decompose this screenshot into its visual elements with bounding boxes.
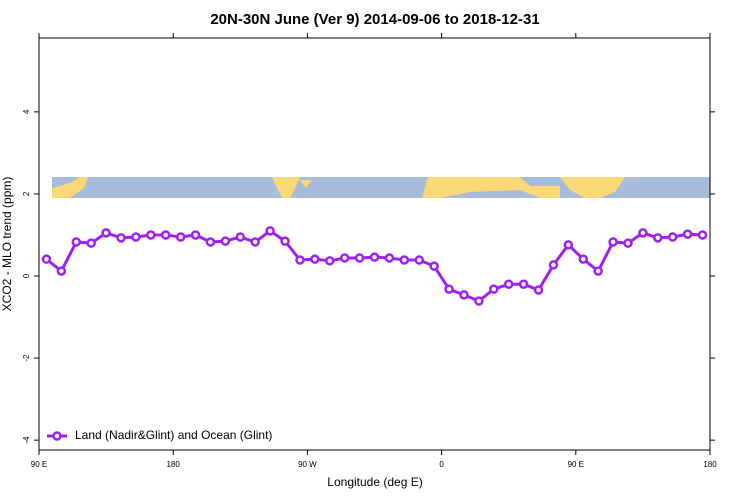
data-point <box>459 290 469 300</box>
data-point <box>578 254 589 264</box>
data-point <box>101 228 111 238</box>
data-point <box>116 233 126 243</box>
y-tick-label: -2 <box>22 354 31 362</box>
data-point <box>608 237 618 247</box>
data-point <box>205 237 216 247</box>
data-point <box>190 230 201 240</box>
data-point <box>533 285 544 295</box>
data-point <box>489 284 499 294</box>
data-point <box>474 296 484 306</box>
data-point <box>623 238 633 248</box>
legend-marker <box>52 431 62 441</box>
data-point <box>563 240 574 250</box>
data-point <box>638 228 648 238</box>
x-tick-label: 180 <box>703 460 717 469</box>
data-point <box>653 233 663 243</box>
data-point <box>518 279 529 289</box>
data-point <box>220 236 231 246</box>
data-point <box>160 230 171 240</box>
world-map-strip <box>52 177 710 198</box>
x-tick-label: 90 E <box>31 460 47 469</box>
data-point <box>548 260 559 270</box>
data-point <box>131 232 141 242</box>
data-point <box>384 253 395 263</box>
x-tick-label: 90 W <box>298 460 317 469</box>
data-point <box>369 252 380 262</box>
data-point <box>593 266 603 276</box>
data-point <box>175 232 186 242</box>
data-point <box>310 254 320 264</box>
data-point <box>414 255 424 265</box>
data-point <box>503 279 514 289</box>
data-point <box>71 237 82 247</box>
x-tick-label: 90 E <box>568 460 584 469</box>
data-point <box>339 253 350 263</box>
data-point <box>325 256 335 266</box>
data-point <box>697 230 708 240</box>
legend-label: Land (Nadir&Glint) and Ocean (Glint) <box>75 428 272 442</box>
data-point <box>250 237 260 247</box>
x-tick-label: 180 <box>167 460 181 469</box>
y-tick-label: 4 <box>22 109 31 114</box>
plot-frame <box>38 37 711 451</box>
data-point <box>41 254 52 264</box>
data-point <box>280 236 290 246</box>
data-point <box>235 232 246 242</box>
data-point <box>682 229 693 239</box>
series-line <box>45 229 703 303</box>
y-axis-title: XCO2 - MLO trend (ppm) <box>0 177 14 312</box>
data-point <box>265 226 275 236</box>
data-point <box>146 230 156 240</box>
data-point <box>399 255 410 265</box>
chart-title: 20N-30N June (Ver 9) 2014-09-06 to 2018-… <box>210 11 539 28</box>
y-tick-label: 2 <box>22 191 31 196</box>
y-tick-label: 0 <box>22 273 31 278</box>
data-point <box>354 253 365 263</box>
x-axis-title: Longitude (deg E) <box>327 475 422 489</box>
data-point <box>429 261 439 271</box>
data-point <box>56 266 67 276</box>
data-point <box>86 238 96 248</box>
data-point <box>667 232 678 242</box>
data-point <box>444 284 454 294</box>
y-tick-label: -4 <box>22 436 31 444</box>
data-point <box>295 255 305 265</box>
x-tick-label: 0 <box>439 460 444 469</box>
